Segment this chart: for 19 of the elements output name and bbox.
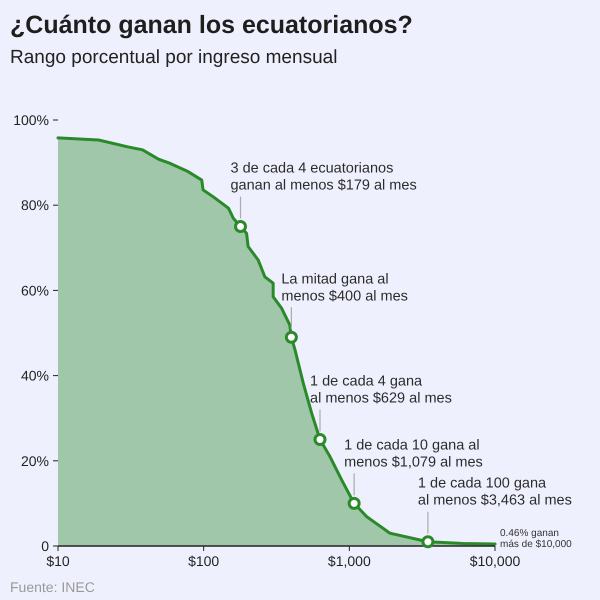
annotation: 3 de cada 4 ecuatorianos ganan al menos $179 al mes bbox=[230, 160, 417, 194]
annotation: 0.46% ganan más de $10,000 bbox=[500, 528, 572, 550]
x-tick-label: $1,000 bbox=[328, 553, 371, 569]
y-tick-label: 60% bbox=[20, 282, 49, 298]
source-note: Fuente: INEC bbox=[10, 579, 95, 595]
y-tick-label: 0 bbox=[41, 538, 50, 554]
y-tick-label: 20% bbox=[20, 452, 49, 469]
y-tick-label: 40% bbox=[20, 368, 49, 384]
y-tick-label: 80% bbox=[20, 197, 49, 214]
x-tick-label: $10 bbox=[46, 553, 70, 569]
chart-subtitle: Rango porcentual por ingreso mensual bbox=[10, 47, 338, 68]
x-tick-label: $10,000 bbox=[470, 553, 521, 569]
annotation: 1 de cada 4 gana al menos $629 al mes bbox=[310, 374, 452, 406]
annotation: 1 de cada 10 gana al menos $1,079 al mes bbox=[344, 437, 483, 470]
y-tick-label: 100% bbox=[13, 112, 49, 128]
annotation: 1 de cada 100 gana al menos $3,463 al mes bbox=[418, 476, 572, 509]
annotation: La mitad gana al menos $400 al mes bbox=[281, 271, 408, 304]
chart-title: ¿Cuánto ganan los ecuatorianos? bbox=[10, 11, 413, 39]
x-tick-label: $100 bbox=[188, 553, 220, 569]
